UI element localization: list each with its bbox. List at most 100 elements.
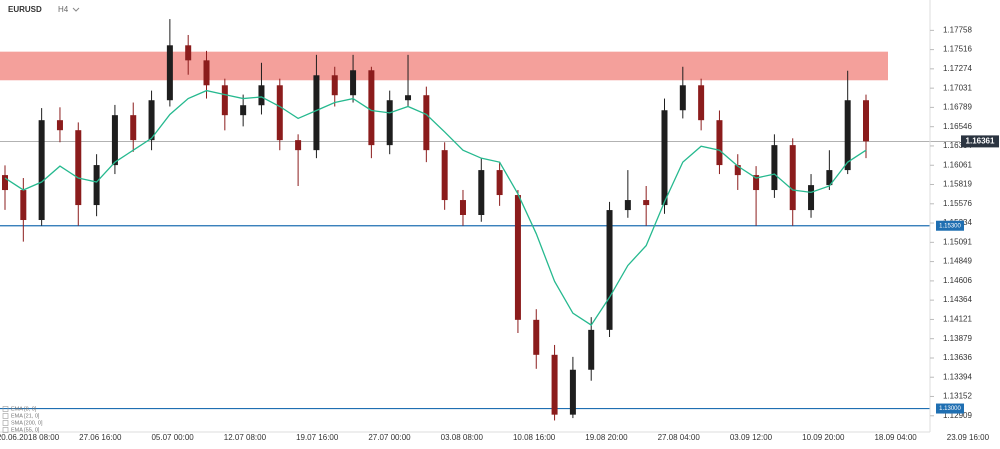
candle-body (826, 170, 833, 186)
dropdown-icon[interactable] (72, 7, 80, 12)
candle-body (166, 45, 173, 101)
candle-body (606, 210, 613, 330)
x-tick-label: 03.08 08:00 (441, 433, 484, 442)
y-tick-label: 1.16061 (943, 160, 972, 169)
level-tag-label: 1.15300 (939, 223, 961, 229)
y-tick-label: 1.17031 (943, 83, 972, 92)
candle-body (753, 175, 760, 191)
candle-body (551, 354, 558, 415)
candle-body (75, 130, 82, 206)
y-tick-label: 1.14364 (943, 295, 972, 304)
x-tick-label: 12.07 08:00 (224, 433, 267, 442)
ema-line (4, 89, 867, 326)
candle-body (441, 150, 448, 201)
candle-body (185, 45, 192, 61)
y-tick-label: 1.16304 (943, 141, 972, 150)
candle-body (588, 329, 595, 370)
candle-body (679, 85, 686, 111)
current-price-label: 1.16361 (966, 137, 995, 146)
y-tick-label: 1.14849 (943, 257, 972, 266)
x-tick-label: 20.06.2018 08:00 (0, 433, 60, 442)
resistance-zone (0, 51, 888, 81)
candle-body (789, 145, 796, 211)
candle-body (698, 85, 705, 121)
candle-body (203, 60, 210, 86)
x-tick-label: 10.08 16:00 (513, 433, 556, 442)
candle-body (368, 70, 375, 146)
indicator-icon (2, 413, 9, 419)
x-tick-label: 19.07 16:00 (296, 433, 339, 442)
candle-body (844, 100, 851, 171)
candle-body (643, 200, 650, 206)
candle-body (423, 95, 430, 151)
level-tag (936, 403, 964, 414)
y-tick-label: 1.17758 (943, 25, 972, 34)
candle-body (459, 200, 466, 215)
candle-body (313, 75, 320, 151)
plot-area (0, 19, 960, 421)
candle-body (478, 170, 485, 215)
y-tick-label: 1.14121 (943, 315, 972, 324)
candle-body (221, 85, 228, 116)
candle-body (258, 85, 265, 106)
y-tick-label: 1.17516 (943, 45, 972, 54)
candle-body (716, 120, 723, 166)
x-tick-label: 19.08 20:00 (585, 433, 628, 442)
candle-body (148, 100, 155, 141)
candle-body (808, 185, 815, 211)
x-tick-label: 05.07 00:00 (151, 433, 194, 442)
candle-body (56, 120, 63, 131)
indicator-icon (2, 427, 9, 433)
indicator-label: SMA [200, 0] (11, 420, 43, 426)
y-tick-label: 1.12909 (943, 411, 972, 420)
x-tick-label: 23.09 16:00 (947, 433, 990, 442)
x-tick-label: 27.08 04:00 (658, 433, 701, 442)
candle-body (20, 190, 27, 221)
indicator-label: EMA [21, 0] (11, 413, 40, 419)
candle-body (276, 85, 283, 141)
timeframe[interactable]: H4 (58, 5, 69, 14)
y-tick-label: 1.14606 (943, 276, 972, 285)
y-tick-label: 1.16546 (943, 122, 972, 131)
candle-body (734, 165, 741, 176)
candle-body (514, 195, 521, 320)
y-tick-label: 1.13152 (943, 392, 972, 401)
symbol[interactable]: EURUSD (8, 5, 42, 14)
indicator-icon (2, 420, 9, 426)
candle-body (386, 100, 393, 146)
x-tick-label: 10.09 20:00 (802, 433, 845, 442)
y-tick-label: 1.15819 (943, 180, 972, 189)
candle-body (496, 170, 503, 196)
y-tick-label: 1.13636 (943, 353, 972, 362)
candle-body (863, 100, 869, 142)
candle-body (93, 165, 100, 206)
candle-body (350, 70, 357, 96)
candle-body (331, 75, 338, 96)
indicator-icon (2, 406, 9, 412)
indicator-label: EMA [55, 0] (11, 427, 40, 433)
candle-body (661, 110, 668, 206)
candle-body (624, 200, 631, 211)
candle-body (130, 115, 137, 141)
candle-body (771, 145, 778, 191)
candle-body (295, 140, 302, 151)
y-tick-label: 1.13394 (943, 372, 972, 381)
y-tick-label: 1.16789 (943, 102, 972, 111)
current-price-tag (961, 135, 999, 148)
candle-body (405, 95, 412, 101)
y-tick-label: 1.13879 (943, 334, 972, 343)
x-tick-label: 18.09 04:00 (874, 433, 917, 442)
level-tag (936, 220, 964, 231)
candle-body (569, 369, 576, 415)
candle-body (38, 120, 45, 221)
y-tick-label: 1.15576 (943, 199, 972, 208)
x-tick-label: 03.09 12:00 (730, 433, 773, 442)
y-tick-label: 1.15091 (943, 237, 972, 246)
indicator-label: EMA [8, 0] (11, 406, 37, 412)
candle-body (533, 319, 540, 355)
candle-body (111, 115, 118, 166)
y-tick-label: 1.17274 (943, 64, 972, 73)
level-tag-label: 1.13000 (939, 406, 961, 412)
x-tick-label: 27.07 00:00 (368, 433, 411, 442)
